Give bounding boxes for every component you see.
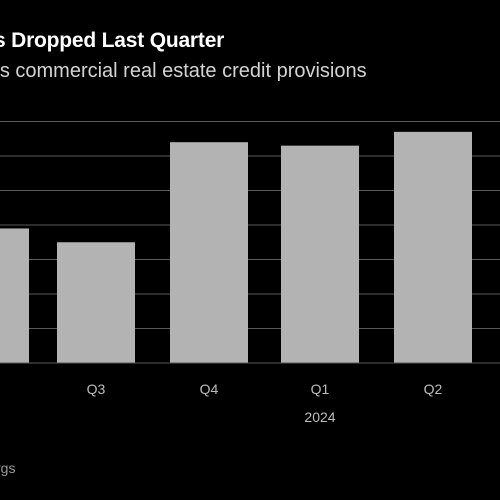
x-tick-label: Q4 (200, 381, 219, 397)
bar-q2 (394, 131, 472, 363)
x-tick-label: Q3 (87, 381, 106, 397)
bar-q1 (281, 145, 359, 363)
x-tick-label: Q2 (424, 381, 443, 397)
bar-partial (0, 228, 29, 363)
bar-q4 (170, 142, 248, 363)
x-tick-label: Q1 (311, 381, 330, 397)
x-year-label: 2024 (304, 409, 335, 425)
source-note: rgs (0, 460, 16, 476)
bar-q3 (57, 242, 135, 363)
chart-subtitle: 's commercial real estate credit provisi… (0, 60, 367, 82)
chart-title: s Dropped Last Quarter (0, 29, 225, 52)
